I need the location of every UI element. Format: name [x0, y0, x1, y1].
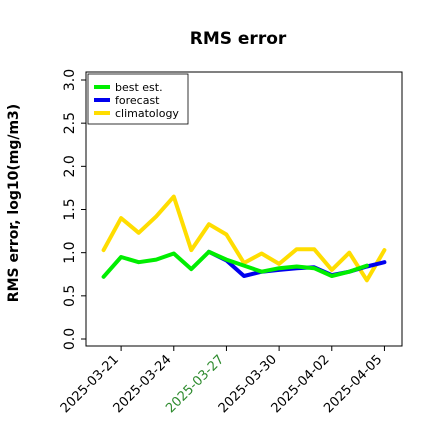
legend-entry: best est. — [115, 81, 163, 94]
y-tick-label: 2.0 — [62, 155, 78, 177]
y-axis-ticks: 0.0 0.5 1.0 1.5 2.0 2.5 3.0 — [62, 69, 86, 350]
y-tick-label: 0.5 — [62, 285, 78, 307]
y-tick-label: 1.0 — [62, 242, 78, 264]
y-tick-label: 0.0 — [62, 328, 78, 350]
x-axis-ticks: 2025-03-212025-03-242025-03-272025-03-30… — [58, 346, 385, 416]
y-tick-label: 3.0 — [62, 69, 78, 91]
legend-entry: climatology — [115, 107, 179, 120]
legend-entry: forecast — [115, 94, 160, 107]
series-lines — [101, 194, 387, 283]
y-tick-label: 1.5 — [62, 198, 78, 220]
series-line-climatology — [101, 194, 387, 283]
plot-frame — [85, 71, 403, 347]
chart-title: RMS error — [190, 29, 287, 49]
series-line-best-est — [101, 249, 369, 279]
y-tick-label: 2.5 — [62, 112, 78, 134]
y-axis-label: RMS error, log10(mg/m3) — [6, 104, 22, 302]
